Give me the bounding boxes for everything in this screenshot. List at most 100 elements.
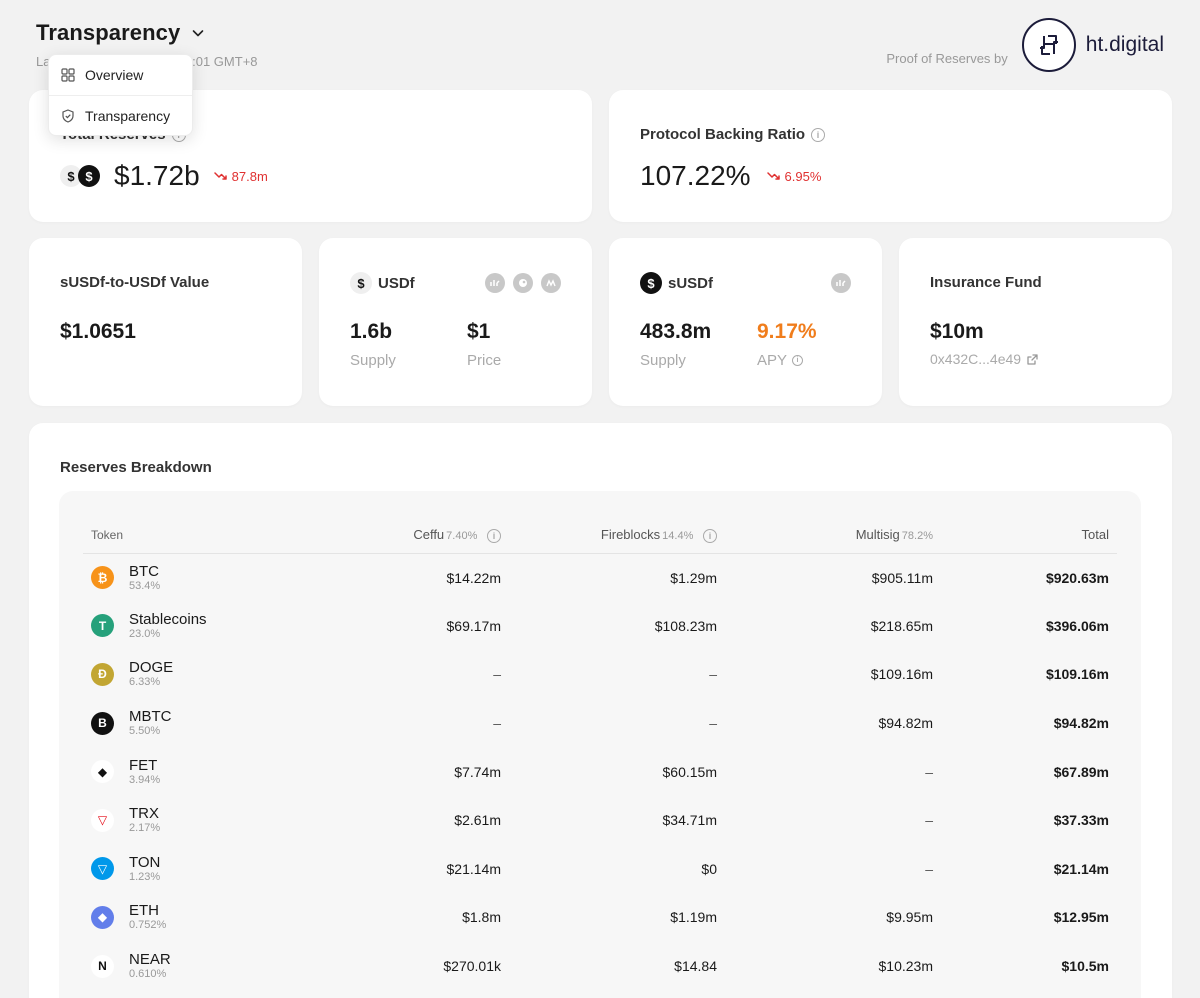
table-row: B MBTC 5.50% – – $94.82m $94.82m xyxy=(83,699,1117,748)
menu-item-transparency[interactable]: Transparency xyxy=(49,95,192,135)
info-icon[interactable]: i xyxy=(703,528,717,543)
ton-icon: ▽ xyxy=(91,857,114,881)
info-icon[interactable]: i xyxy=(487,528,501,543)
card-title: $ USDf xyxy=(350,272,415,294)
defillama-icon[interactable] xyxy=(541,273,561,293)
table-row: ◆ FET 3.94% $7.74m $60.15m – $67.89m xyxy=(83,747,1117,796)
token-text: NEAR 0.610% xyxy=(129,952,171,981)
total-cell: $10.5m xyxy=(1061,958,1109,975)
token-cell: Ð DOGE 6.33% xyxy=(83,650,293,699)
table-row: ▽ TON 1.23% $21.14m $0 – $21.14m xyxy=(83,845,1117,894)
breakdown-title: Reserves Breakdown xyxy=(60,459,212,476)
table-row: Ð DOGE 6.33% – – $109.16m $109.16m xyxy=(83,650,1117,699)
table-row: ◆ ETH 0.752% $1.8m $1.19m $9.95m $12.95m xyxy=(83,893,1117,942)
usdf-supply: 1.6b Supply xyxy=(350,320,396,369)
insurance-address: 0x432C...4e49 xyxy=(930,351,1022,367)
apy-label-row: APY i xyxy=(757,352,817,369)
table-row: N NEAR 0.610% $270.01k $14.84 $10.23m $10.5m xyxy=(83,942,1117,991)
col-pct: 7.40% xyxy=(446,529,478,542)
delta-value: 6.95% xyxy=(784,168,822,184)
susdf-card: $ sUSDf 483.8m Supply 9.17% APY i xyxy=(609,238,882,406)
token-cell: ◆ FET 3.94% xyxy=(83,747,293,796)
info-icon[interactable]: i xyxy=(811,127,826,142)
token-text: DOGE 6.33% xyxy=(129,660,173,689)
token-pct: 23.0% xyxy=(129,627,161,640)
trend-down-icon xyxy=(213,172,227,180)
ceffu-cell: – xyxy=(493,666,501,683)
token-cell: N NEAR 0.610% xyxy=(83,942,293,991)
col-pct: 78.2% xyxy=(901,530,933,543)
total-reserves-value: $1.72b xyxy=(114,160,200,191)
usdf-card: $ USDf 1.6b Supply $1 Price xyxy=(319,238,592,406)
market-links xyxy=(831,273,851,293)
apy-value: 9.17% xyxy=(757,320,817,343)
total-reserves-value-row: $ $ $1.72b 87.8m xyxy=(60,160,268,192)
coinmarketcap-icon[interactable] xyxy=(485,273,505,293)
table-row: T Stablecoins 23.0% $69.17m $108.23m $218.65m… xyxy=(83,602,1117,651)
col-ceffu: Ceffu 7.40% i xyxy=(293,517,509,554)
info-icon[interactable]: i xyxy=(792,355,804,366)
backing-ratio-value-row: 107.22% 6.95% xyxy=(640,160,821,192)
insurance-value: $10m xyxy=(930,320,984,343)
token-text: MBTC 5.50% xyxy=(129,709,172,738)
usdf-price: $1 Price xyxy=(467,320,501,369)
near-icon: N xyxy=(91,954,114,978)
menu-item-label: Transparency xyxy=(85,107,171,124)
multisig-cell: $94.82m xyxy=(878,715,933,732)
grid-icon xyxy=(61,68,75,82)
backing-ratio-delta: 6.95% xyxy=(766,168,822,184)
table-header-row: Token Ceffu 7.40% i Fireblocks 14.4% i Mul… xyxy=(83,517,1117,554)
supply-value: 1.6b xyxy=(350,320,393,343)
breakdown-table-container: Token Ceffu 7.40% i Fireblocks 14.4% i Mul… xyxy=(59,491,1141,998)
proof-label: Proof of Reserves by xyxy=(886,50,1008,66)
apy-label: APY xyxy=(757,352,788,369)
card-title: sUSDf-to-USDf Value xyxy=(60,274,210,291)
token: ₿ BTC 53.4% xyxy=(91,562,285,592)
token: ◆ FET 3.94% xyxy=(91,757,285,786)
delta-value: 87.8m xyxy=(231,168,268,184)
token-pct: 6.33% xyxy=(129,676,161,689)
multisig-cell: $10.23m xyxy=(878,958,933,975)
col-multisig: Multisig 78.2% xyxy=(725,517,941,554)
token-pct: 0.752% xyxy=(129,919,167,932)
fireblocks-cell: $1.19m xyxy=(670,909,717,926)
token-text: FET 3.94% xyxy=(129,757,160,786)
col-label: Ceffu xyxy=(413,526,445,542)
token-name: BTC xyxy=(129,562,159,580)
ht-digital-logo[interactable] xyxy=(1021,18,1076,72)
chevron-down-icon xyxy=(192,30,204,37)
token-name: ETH xyxy=(129,902,159,920)
fireblocks-cell: – xyxy=(709,715,717,732)
card-title: Insurance Fund xyxy=(930,274,1042,291)
token-pct: 1.23% xyxy=(129,870,161,883)
supply-label: Supply xyxy=(640,352,686,369)
susdf-value-card: sUSDf-to-USDf Value $1.0651 xyxy=(29,238,302,406)
token: N NEAR 0.610% xyxy=(91,952,285,980)
total-cell: $396.06m xyxy=(1045,617,1109,634)
fireblocks-cell: $14.84 xyxy=(674,958,717,975)
token: T Stablecoins 23.0% xyxy=(91,611,285,640)
total-cell: $37.33m xyxy=(1053,812,1109,829)
external-link-icon xyxy=(1027,353,1038,365)
insurance-address-link[interactable]: 0x432C...4e49 xyxy=(930,351,1039,367)
page-selector[interactable]: Transparency xyxy=(36,20,206,46)
coingecko-icon[interactable] xyxy=(513,273,533,293)
menu-item-overview[interactable]: Overview xyxy=(49,55,192,95)
col-token: Token xyxy=(83,517,293,554)
total-cell: $109.16m xyxy=(1045,666,1109,683)
brand-name: ht.digital xyxy=(1085,33,1164,56)
token-text: Stablecoins 23.0% xyxy=(129,611,207,640)
token-cell: B MBTC 5.50% xyxy=(83,699,293,748)
token-text: BTC 53.4% xyxy=(129,562,160,592)
token: ▽ TON 1.23% xyxy=(91,854,285,883)
fireblocks-cell: $34.71m xyxy=(662,812,717,829)
page-dropdown-menu: Overview Transparency xyxy=(48,54,193,136)
token-text: ETH 0.752% xyxy=(129,902,167,932)
coinmarketcap-icon[interactable] xyxy=(831,273,851,293)
card-title: Protocol Backing Ratio i xyxy=(640,126,826,143)
multisig-cell: $109.16m xyxy=(870,666,933,683)
coin-icons: $ $ xyxy=(60,165,100,187)
token-text: TON 1.23% xyxy=(129,854,161,883)
insurance-values: $10m 0x432C...4e49 xyxy=(930,320,1039,367)
mbtc-icon: B xyxy=(91,711,114,735)
